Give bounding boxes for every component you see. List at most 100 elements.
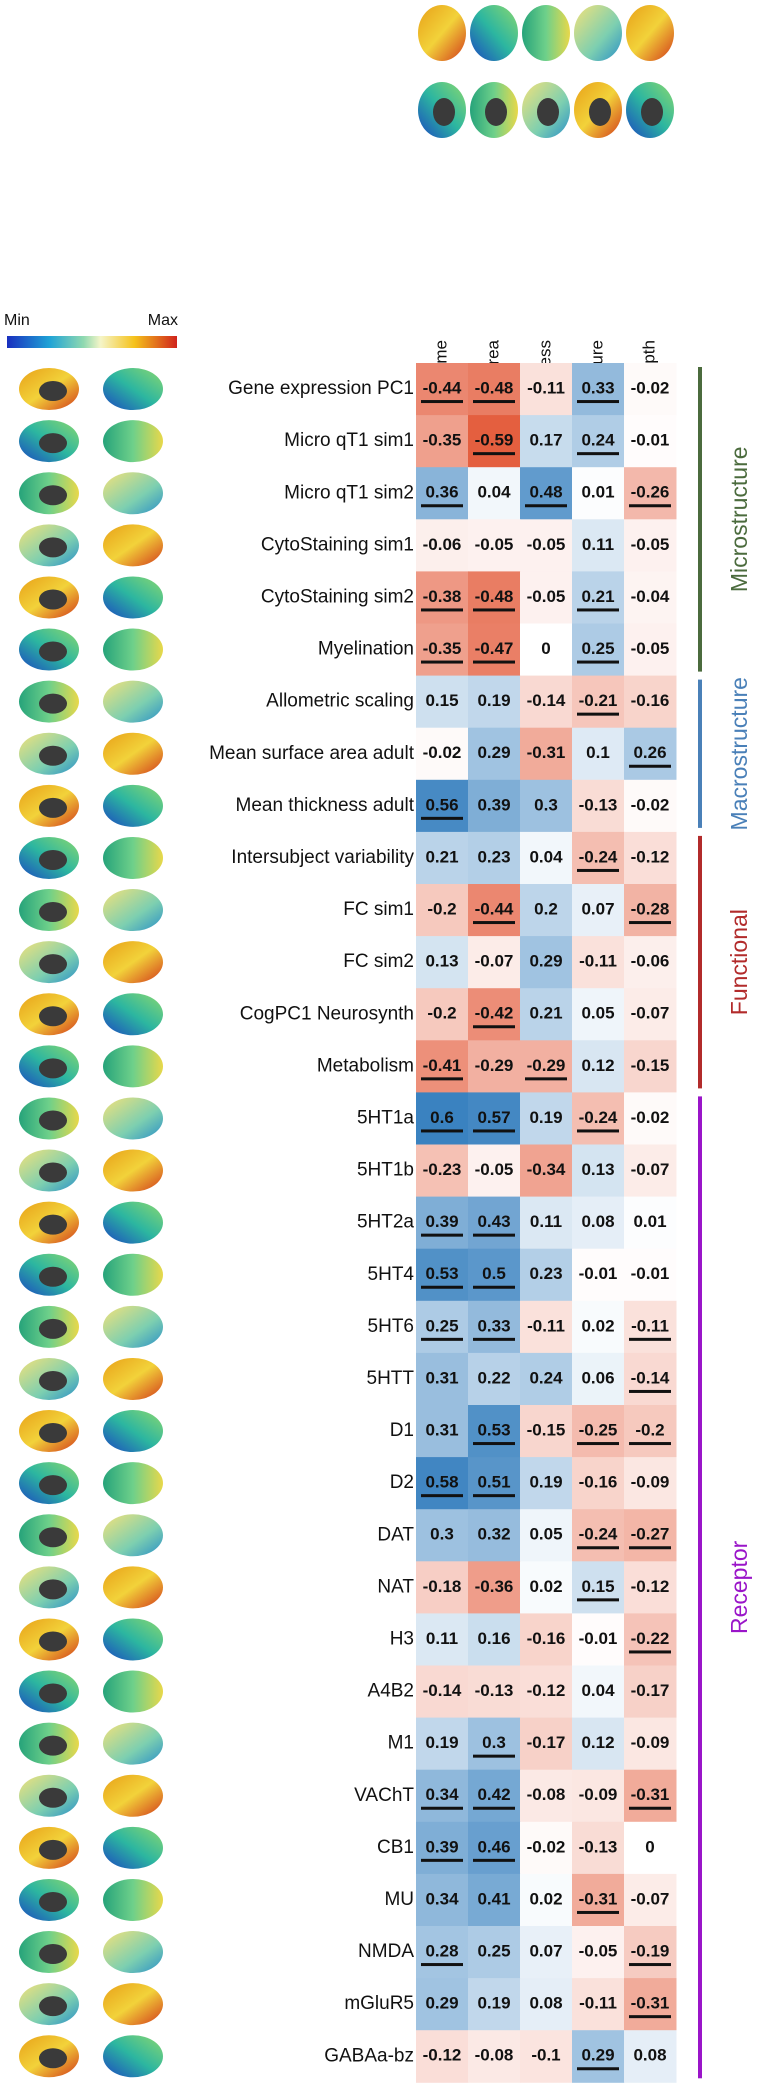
- row-label: Myelination: [318, 639, 414, 660]
- heatmap-cell: [520, 363, 573, 416]
- cell-value: -0.06: [631, 952, 670, 971]
- cell-value: 0.08: [633, 2046, 666, 2065]
- significance-underline: [421, 1233, 463, 1237]
- heatmap-cell: [520, 1457, 573, 1510]
- brain-medial: [485, 98, 507, 126]
- cell-value: 0.17: [529, 431, 562, 450]
- row-label: 5HT1b: [357, 1160, 414, 1181]
- heatmap-cell: [520, 1769, 573, 1823]
- cell-value: -0.29: [527, 1056, 566, 1075]
- significance-underline: [629, 764, 671, 768]
- row-label: mGluR5: [344, 1993, 414, 2014]
- cell-value: 0.25: [581, 639, 614, 658]
- group-label: Microstructure: [726, 446, 752, 592]
- row-label: VAChT: [354, 1785, 414, 1806]
- brain-lateral: [103, 524, 163, 567]
- cell-value: -0.01: [579, 1264, 618, 1283]
- heatmap-cell: [520, 1248, 573, 1302]
- heatmap-cell: [572, 1978, 625, 2031]
- cell-value: -0.35: [423, 639, 462, 658]
- cell-value: 0.31: [425, 1421, 458, 1440]
- cell-value: -0.02: [631, 1108, 670, 1127]
- row-label: 5HT1a: [357, 1107, 414, 1128]
- brain-thumbnail: [574, 5, 622, 61]
- heatmap-cell: [416, 1196, 469, 1250]
- significance-underline: [421, 816, 463, 820]
- heatmap-cell: [572, 1300, 625, 1354]
- significance-underline: [629, 1650, 671, 1654]
- heatmap-cell: [468, 675, 521, 729]
- brain-thumbnail: [522, 5, 570, 61]
- brain-medial: [39, 693, 67, 714]
- brain-thumbnail: [626, 5, 674, 61]
- heatmap-cell: [572, 1665, 625, 1719]
- significance-underline: [577, 1546, 619, 1550]
- cell-value: 0.24: [581, 431, 615, 450]
- cell-value: 0.3: [482, 1733, 506, 1752]
- cell-value: 0.36: [425, 483, 458, 502]
- cell-value: -0.04: [631, 587, 670, 606]
- significance-underline: [421, 1494, 463, 1498]
- brain-medial: [39, 1370, 67, 1391]
- heatmap-cell: [468, 467, 521, 520]
- significance-underline: [421, 1285, 463, 1289]
- brain-lateral: [103, 368, 163, 411]
- cell-value: 0.46: [477, 1837, 510, 1856]
- cell-value: -0.29: [475, 1056, 514, 1075]
- cell-value: 0.21: [529, 1004, 562, 1023]
- significance-underline: [577, 868, 619, 872]
- heatmap-cell: [624, 415, 677, 468]
- cell-value: -0.11: [579, 1994, 617, 2013]
- cell-value: -0.41: [423, 1056, 462, 1075]
- brain-lateral: [103, 1566, 163, 1609]
- heatmap-cell: [624, 1196, 677, 1250]
- heatmap-cell: [624, 936, 677, 989]
- heatmap-cell: [520, 1665, 573, 1719]
- heatmap-cell: [520, 467, 573, 520]
- brain-medial: [39, 849, 67, 870]
- cell-value: -0.07: [631, 1160, 670, 1179]
- group-bar: [698, 1096, 702, 2079]
- significance-underline: [629, 1442, 671, 1446]
- heatmap-cell: [468, 831, 521, 885]
- brain-medial: [39, 1631, 67, 1652]
- heatmap-cell: [416, 1717, 469, 1771]
- heatmap-cell: [468, 1457, 521, 1510]
- cell-value: 0.34: [425, 1889, 459, 1908]
- cell-value: -0.05: [631, 535, 670, 554]
- heatmap-cell: [520, 675, 573, 729]
- cell-value: 0: [645, 1837, 654, 1856]
- cell-value: 0.48: [529, 483, 562, 502]
- cell-value: 0.19: [425, 1733, 458, 1752]
- cell-value: 0.16: [477, 1629, 510, 1648]
- group-label: Receptor: [726, 1540, 752, 1634]
- heatmap-cell: [624, 1509, 677, 1562]
- heatmap-cell: [416, 727, 469, 781]
- cell-value: 0.15: [425, 691, 458, 710]
- row-label: Micro qT1 sim1: [284, 430, 414, 451]
- heatmap-cell: [468, 1405, 521, 1458]
- significance-underline: [421, 1858, 463, 1862]
- significance-underline: [473, 921, 515, 925]
- cell-value: -0.26: [631, 483, 670, 502]
- heatmap-cell: [416, 779, 469, 833]
- cell-value: 0.12: [581, 1733, 614, 1752]
- cell-value: -0.18: [423, 1577, 462, 1596]
- brain-lateral: [103, 1305, 163, 1348]
- row-label: DAT: [377, 1524, 414, 1545]
- brain-lateral: [103, 1983, 163, 2026]
- cell-value: -0.05: [475, 535, 514, 554]
- cell-value: 0.01: [581, 483, 614, 502]
- brain-lateral: [103, 1357, 163, 1400]
- heatmap-cell: [468, 623, 521, 677]
- cell-value: -0.31: [579, 1889, 618, 1908]
- cell-value: -0.05: [475, 1160, 514, 1179]
- significance-underline: [473, 1754, 515, 1758]
- row-label: 5HT4: [368, 1264, 415, 1285]
- cell-value: 0.19: [529, 1108, 562, 1127]
- heatmap-cell: [572, 1092, 625, 1145]
- cell-value: -0.16: [579, 1473, 618, 1492]
- cell-value: -0.59: [475, 431, 514, 450]
- heatmap-cell: [416, 1926, 469, 1979]
- heatmap-cell: [624, 571, 677, 624]
